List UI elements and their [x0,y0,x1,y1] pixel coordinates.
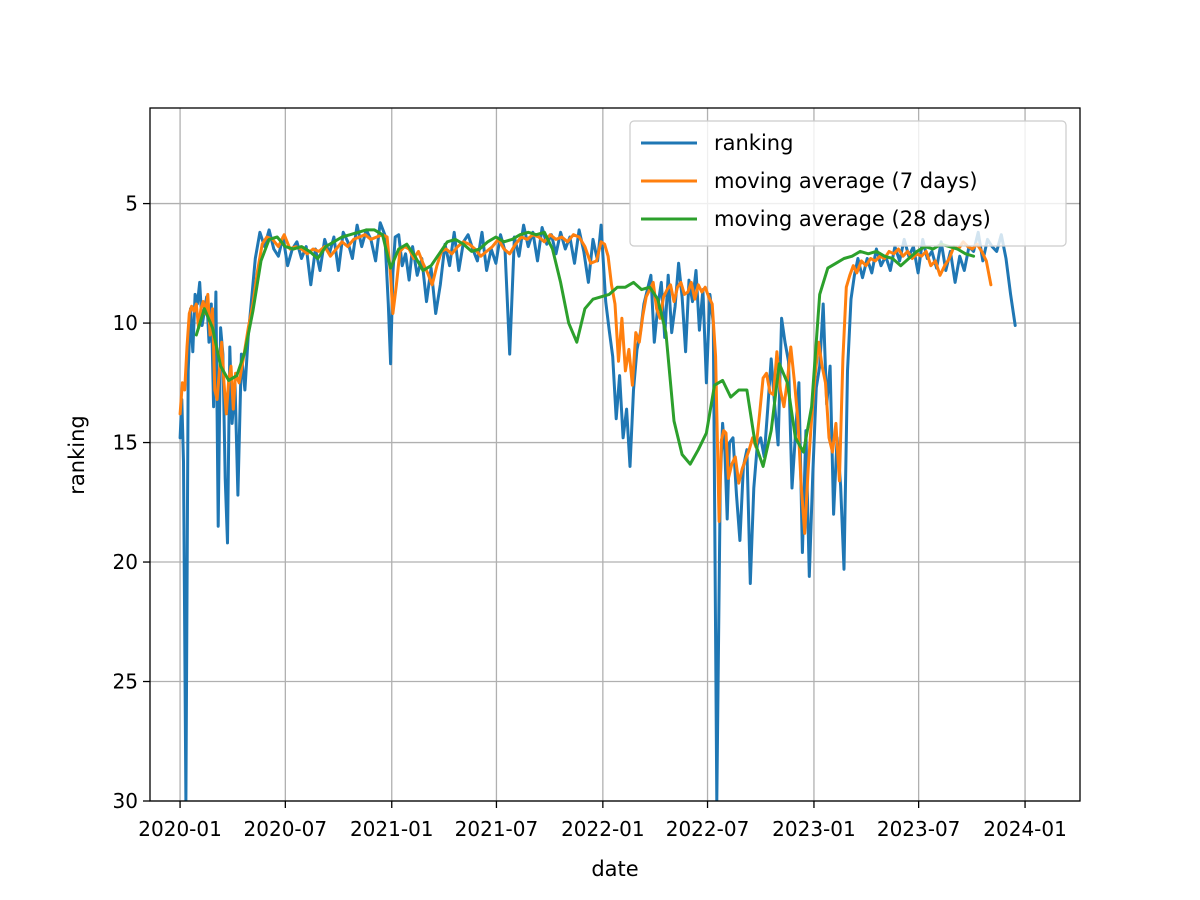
x-tick-label: 2021-07 [455,817,539,841]
y-axis-label: ranking [65,415,89,494]
plot-frame [149,107,1081,802]
legend: ranking moving average (7 days) moving ave… [629,120,1067,247]
x-tick-label: 2022-07 [666,817,750,841]
x-tick-label: 2020-01 [138,817,222,841]
x-tick-label: 2023-07 [877,817,961,841]
series-lines [178,221,1017,801]
x-axis-label: date [591,857,638,881]
legend-box [629,120,1067,247]
x-tick-label: 2023-01 [772,817,856,841]
x-tick-label: 2020-07 [244,817,328,841]
x-tick-label: 2022-01 [561,817,645,841]
y-tick-label: 30 [113,789,138,813]
y-tick-label: 15 [113,431,138,455]
x-tick-label: 2021-01 [350,817,434,841]
y-tick-label: 20 [113,550,138,574]
series-ma7-line [178,233,993,535]
y-tick-label: 10 [113,311,138,335]
x-tick-label: 2024-01 [983,817,1067,841]
series-ranking-line [178,221,1017,801]
y-tick-label: 25 [113,670,138,694]
legend-entry-ranking-label: ranking [714,131,793,155]
legend-entry-ma28-label: moving average (28 days) [714,207,991,231]
series-ma28-line [194,228,976,468]
legend-entry-ma7-label: moving average (7 days) [714,169,978,193]
y-tick-label: 5 [125,192,138,216]
